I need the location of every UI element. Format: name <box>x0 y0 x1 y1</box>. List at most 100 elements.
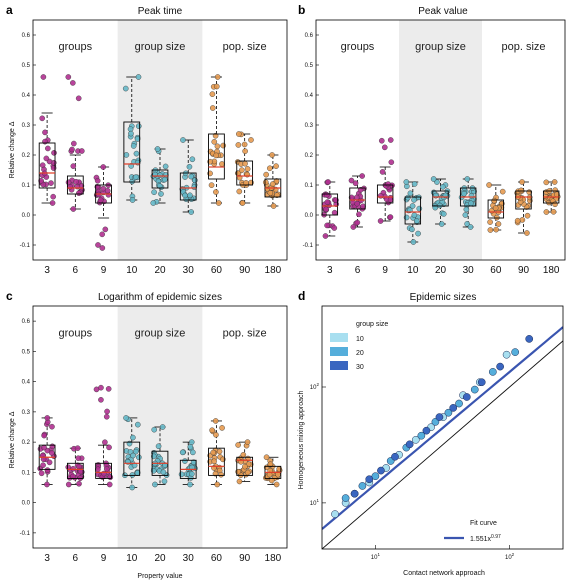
scatter-point <box>511 348 520 356</box>
data-point <box>45 145 51 152</box>
data-point <box>214 143 221 150</box>
data-point <box>188 439 195 445</box>
panel-a-plot: groups group size pop. size -0.1 0.0 0.1 0.2 0.… <box>20 19 288 276</box>
y-tick-label: 0.1 <box>22 183 31 189</box>
y-tick-label: 0.5 <box>22 349 31 355</box>
data-point <box>387 137 394 143</box>
x-tick-label: 30 <box>183 265 195 276</box>
panel-b-title: Peak value <box>418 6 468 17</box>
data-point <box>98 397 104 403</box>
data-point <box>354 200 361 207</box>
data-point <box>40 74 47 80</box>
scatter-point <box>331 510 339 518</box>
x-tick-label: 180 <box>265 265 282 276</box>
data-point <box>71 140 77 147</box>
data-point <box>543 209 550 215</box>
data-point <box>322 233 329 239</box>
data-point <box>468 200 474 207</box>
data-point <box>352 180 359 187</box>
data-point <box>135 74 142 80</box>
data-point <box>105 386 112 392</box>
data-point <box>70 163 77 169</box>
data-point <box>70 473 76 480</box>
data-point <box>154 146 161 152</box>
data-point <box>262 179 269 186</box>
y-tick-label: 0.4 <box>305 93 314 99</box>
y-tick-label: 101 <box>310 498 320 507</box>
box <box>208 447 225 476</box>
box <box>179 172 197 201</box>
data-point <box>543 179 550 186</box>
data-point <box>353 194 360 201</box>
data-point <box>273 178 280 184</box>
y-tick-label: 0.1 <box>305 183 314 189</box>
data-point <box>104 408 110 415</box>
data-point <box>325 179 331 185</box>
fit-equation-base: 1.551x <box>470 536 492 543</box>
data-point <box>186 163 193 170</box>
fit-label: Fit curve <box>470 520 497 527</box>
panel-c: c Logarithm of epidemic sizes Relative c… <box>6 289 288 580</box>
data-point <box>324 222 330 229</box>
y-tick-label: 0.2 <box>22 153 31 159</box>
data-point <box>350 224 357 230</box>
scatter-area <box>322 326 563 549</box>
legend-label: 30 <box>356 364 364 371</box>
data-point <box>220 142 227 149</box>
x-tick-exp: 2 <box>512 552 515 557</box>
data-point <box>410 239 417 245</box>
data-point <box>519 179 525 185</box>
data-point <box>487 219 493 225</box>
data-point <box>38 470 45 477</box>
scatter-point <box>341 494 350 502</box>
data-point <box>102 226 109 233</box>
data-point <box>492 205 499 211</box>
data-point <box>491 197 497 204</box>
fit-equation: 1.551x0.97 <box>470 534 501 543</box>
data-point <box>524 212 531 219</box>
y-tick-label: 0.3 <box>305 123 314 129</box>
panel-label-c: c <box>6 289 13 303</box>
data-point <box>324 199 331 205</box>
data-point <box>189 471 195 477</box>
data-point <box>269 152 275 158</box>
data-point <box>151 426 158 433</box>
fit-equation-exp: 0.97 <box>491 534 501 540</box>
legend-label: 20 <box>356 350 364 357</box>
data-point <box>106 481 113 488</box>
data-point <box>415 230 421 237</box>
data-point <box>239 200 246 206</box>
y-tick-label: 0.6 <box>305 33 314 39</box>
data-point <box>463 206 470 213</box>
data-point <box>95 242 101 248</box>
data-point <box>41 444 47 451</box>
data-point <box>216 448 223 455</box>
y-tick-label: 0.1 <box>22 470 31 476</box>
data-point <box>48 450 55 456</box>
panel-label-d: d <box>298 289 305 303</box>
data-point <box>385 181 391 187</box>
data-point <box>236 478 243 485</box>
x-tick-label: 9 <box>101 265 107 276</box>
data-point <box>499 188 506 195</box>
data-point <box>270 203 277 209</box>
data-point <box>487 227 494 233</box>
data-point <box>70 206 77 212</box>
box <box>376 184 394 204</box>
data-point <box>179 449 186 456</box>
scatter-point <box>488 368 497 376</box>
data-point <box>519 217 526 223</box>
data-point <box>440 184 446 190</box>
data-point <box>552 201 558 208</box>
data-point <box>213 83 220 90</box>
y-tick-label: 0.6 <box>22 319 31 325</box>
data-point <box>209 91 216 97</box>
scatter-point <box>365 475 374 484</box>
data-point <box>132 448 139 455</box>
data-point <box>128 163 134 169</box>
panel-a-title: Peak time <box>138 6 183 17</box>
group-label: groups <box>59 41 93 53</box>
panel-d-xlabel: Contact network approach <box>403 570 485 577</box>
